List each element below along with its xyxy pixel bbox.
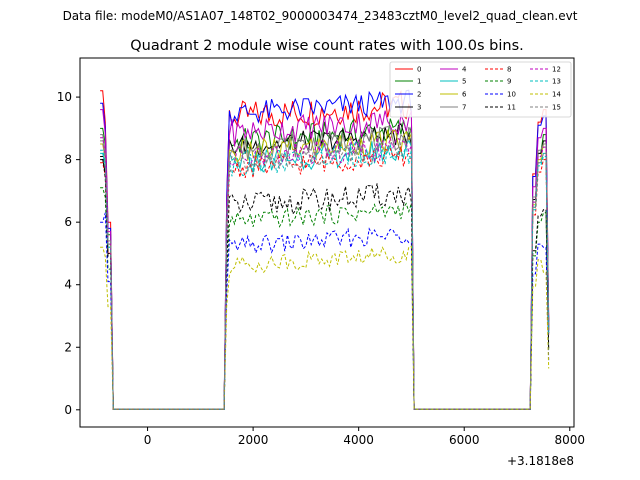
legend-label-7: 7	[462, 104, 466, 112]
series-line-14	[100, 245, 550, 410]
legend-label-6: 6	[462, 91, 467, 99]
series-line-11	[100, 156, 550, 410]
legend-label-2: 2	[417, 91, 421, 99]
series-line-3	[100, 122, 550, 410]
x-tick-label: 0	[144, 433, 152, 447]
series-line-13	[100, 145, 550, 410]
y-axis: 0 2 4 6 8 10	[57, 90, 80, 417]
series-line-15	[100, 138, 550, 410]
x-tick-label: 4000	[343, 433, 374, 447]
legend-label-15: 15	[552, 104, 561, 112]
figure-suptitle: Data file: modeM0/AS1A07_148T02_90000034…	[63, 9, 578, 23]
legend-label-4: 4	[462, 66, 467, 74]
legend-label-9: 9	[507, 78, 511, 86]
series-line-7	[100, 126, 550, 410]
series-line-9	[100, 187, 550, 410]
x-axis-offset-label: +3.1818e8	[507, 454, 574, 468]
plot-area	[100, 89, 550, 410]
y-tick-label: 4	[64, 278, 72, 292]
legend-label-14: 14	[552, 91, 561, 99]
x-tick-label: 8000	[555, 433, 586, 447]
series-line-10	[100, 212, 550, 410]
series-line-12	[100, 136, 550, 410]
legend-label-3: 3	[417, 104, 421, 112]
legend-label-12: 12	[552, 66, 561, 74]
y-tick-label: 8	[64, 153, 72, 167]
legend-label-5: 5	[462, 78, 466, 86]
y-tick-label: 2	[64, 340, 72, 354]
series-line-4	[100, 109, 550, 410]
legend-label-13: 13	[552, 78, 561, 86]
chart-title: Quadrant 2 module wise count rates with …	[130, 38, 524, 54]
y-tick-label: 10	[57, 90, 72, 104]
series-line-0	[100, 89, 550, 410]
axes-frame	[79, 57, 575, 428]
y-tick-label: 0	[64, 403, 72, 417]
legend-label-8: 8	[507, 66, 511, 74]
legend-label-0: 0	[417, 66, 421, 74]
series-line-8	[100, 146, 550, 410]
series-line-2	[100, 89, 550, 410]
series-line-5	[100, 139, 550, 410]
legend-label-10: 10	[507, 91, 516, 99]
x-tick-label: 6000	[449, 433, 480, 447]
x-tick-label: 2000	[238, 433, 269, 447]
x-axis: 0 2000 4000 6000 8000	[144, 427, 585, 447]
legend-label-11: 11	[507, 104, 516, 112]
legend-frame	[389, 61, 572, 118]
legend-label-1: 1	[417, 78, 421, 86]
y-tick-label: 6	[64, 215, 72, 229]
